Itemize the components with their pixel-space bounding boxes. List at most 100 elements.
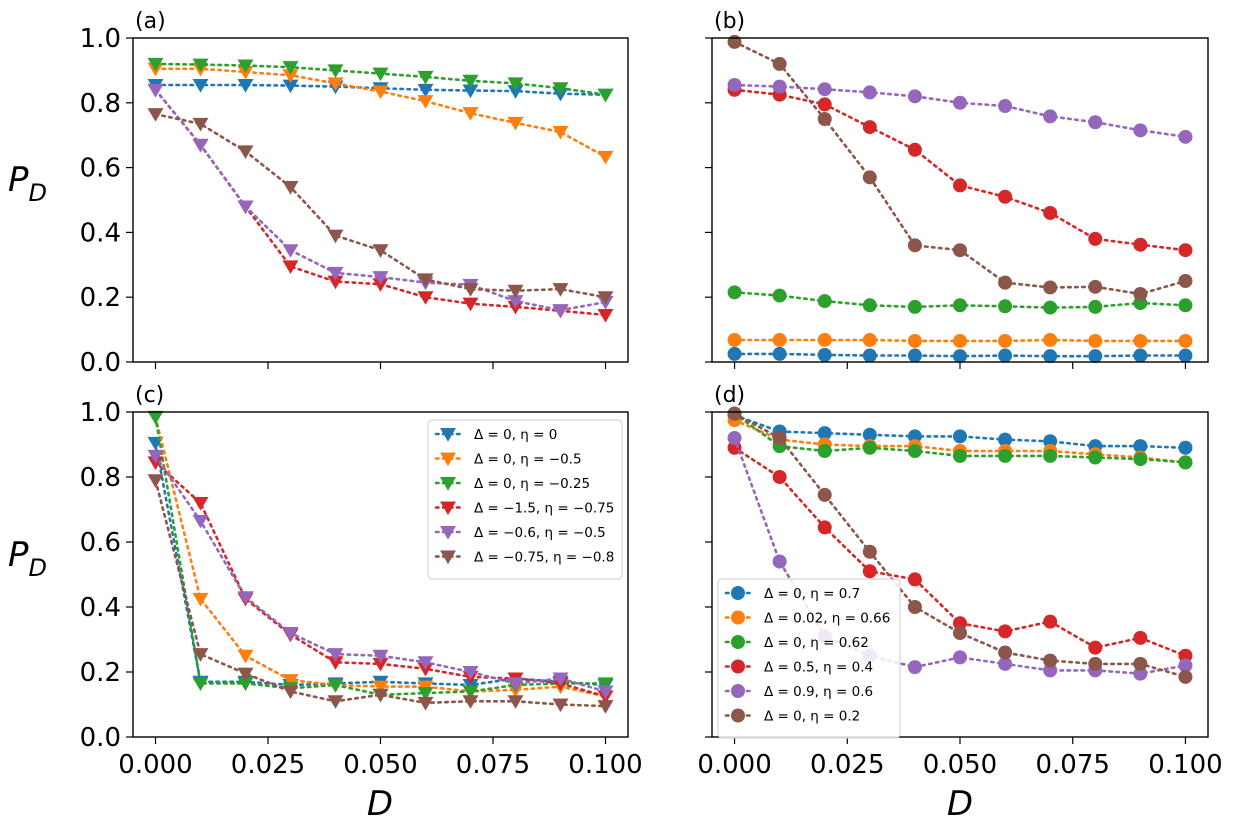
data-point xyxy=(192,592,209,607)
data-point xyxy=(817,332,832,347)
data-point xyxy=(1088,115,1103,130)
panel-2: (c) 0.000 0.025 0.050 0.075 0.100 0.0 0.2 0.4 0.6… xyxy=(80,383,643,780)
data-point xyxy=(552,304,569,318)
data-point xyxy=(507,284,524,299)
data-point xyxy=(1043,448,1058,463)
data-point xyxy=(237,591,254,605)
data-point xyxy=(147,410,164,425)
data-point xyxy=(597,291,614,305)
y-tick-label: 1.0 xyxy=(80,398,121,428)
data-point xyxy=(192,648,209,662)
data-point xyxy=(1043,300,1058,315)
y-tick-label: 0.6 xyxy=(80,154,121,184)
data-point xyxy=(953,349,967,364)
data-point xyxy=(372,657,389,672)
data-point xyxy=(1178,129,1193,144)
data-point xyxy=(1043,332,1058,347)
legend-marker xyxy=(731,610,745,625)
data-point xyxy=(998,645,1013,660)
data-point xyxy=(998,448,1013,463)
panel-label: (a) xyxy=(135,9,166,34)
data-point xyxy=(192,514,209,529)
data-point xyxy=(1133,656,1148,671)
data-point xyxy=(772,346,787,361)
x-tick-label: 0.100 xyxy=(568,750,642,780)
data-point xyxy=(1133,286,1148,301)
data-point xyxy=(507,77,524,91)
data-point xyxy=(1133,630,1148,645)
data-point xyxy=(417,83,434,98)
data-point xyxy=(192,58,209,73)
data-point xyxy=(147,474,164,488)
panel-label: (c) xyxy=(135,383,164,408)
data-point xyxy=(1178,658,1193,673)
data-point xyxy=(817,97,832,112)
data-point xyxy=(552,698,569,713)
data-point xyxy=(192,138,209,153)
legend-label: Δ = 0.5, η = 0.4 xyxy=(764,660,873,676)
xlabel-left: D xyxy=(367,784,393,822)
data-point xyxy=(772,288,787,303)
axes-frame xyxy=(711,37,1209,363)
data-point xyxy=(237,78,254,93)
data-point xyxy=(907,444,922,458)
data-point xyxy=(907,89,922,104)
data-point xyxy=(998,299,1013,314)
data-point xyxy=(597,150,614,165)
panel-1: (b) xyxy=(705,9,1209,369)
data-point xyxy=(772,431,787,445)
data-point xyxy=(417,291,434,305)
data-point xyxy=(1043,349,1058,364)
data-point xyxy=(372,244,389,258)
legend-marker xyxy=(731,684,745,698)
data-point xyxy=(327,266,344,281)
data-point xyxy=(907,299,922,314)
data-point xyxy=(417,70,434,85)
data-point xyxy=(237,145,254,159)
data-point xyxy=(907,333,922,348)
data-point xyxy=(953,95,967,110)
data-point xyxy=(862,440,877,455)
data-point xyxy=(327,64,344,78)
data-point xyxy=(192,117,209,132)
data-point xyxy=(507,695,524,709)
data-point xyxy=(282,685,299,700)
x-tick-label: 0.000 xyxy=(697,750,771,780)
y-tick-label: 0.8 xyxy=(80,89,121,119)
y-tick-label: 0.0 xyxy=(80,348,121,378)
series-5 xyxy=(727,34,1193,301)
panel-3: (d) 0.000 0.025 0.050 0.075 0.100 Δ = 0, η = 0… xyxy=(697,383,1222,780)
data-point xyxy=(998,656,1013,671)
data-point xyxy=(862,332,877,347)
series-2 xyxy=(727,285,1193,315)
y-tick-label: 0.2 xyxy=(80,283,121,313)
data-point xyxy=(998,333,1013,348)
data-point xyxy=(1178,243,1193,258)
data-point xyxy=(372,688,389,703)
legend-marker xyxy=(440,452,456,467)
data-point xyxy=(1133,439,1148,454)
panel-0: (a) 0.0 0.2 0.4 0.6 0.8 1.0 xyxy=(80,9,629,378)
y-tick-label: 0.6 xyxy=(80,528,121,558)
data-point xyxy=(147,449,164,464)
data-point xyxy=(597,700,614,714)
data-point xyxy=(192,497,209,511)
legend-marker xyxy=(440,477,456,491)
data-point xyxy=(372,680,389,695)
x-tick-label: 0.075 xyxy=(456,750,530,780)
data-point xyxy=(862,564,877,579)
data-point xyxy=(1088,450,1103,465)
data-point xyxy=(1133,666,1148,681)
data-point xyxy=(817,347,832,362)
data-point xyxy=(998,275,1013,290)
data-point xyxy=(998,99,1013,114)
data-point xyxy=(1043,205,1058,220)
legend: Δ = 0, η = 0 Δ = 0, η = −0.5 Δ = 0, η = −0… xyxy=(427,419,623,580)
data-point xyxy=(1043,434,1058,449)
x-tick-label: 0.025 xyxy=(231,750,305,780)
data-point xyxy=(953,650,967,665)
data-point xyxy=(372,67,389,82)
data-point xyxy=(1043,614,1058,629)
data-point xyxy=(192,78,209,93)
data-point xyxy=(862,544,877,559)
